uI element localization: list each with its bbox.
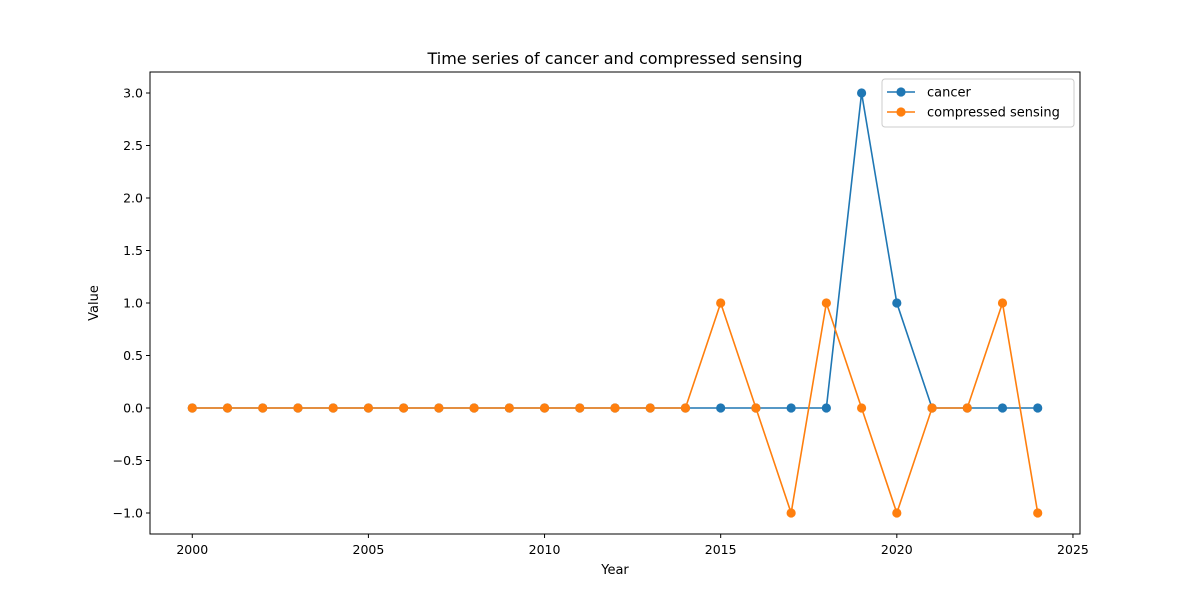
- y-tick-label: 3.0: [123, 86, 143, 101]
- y-tick-label: 1.5: [123, 243, 143, 258]
- data-point-compressed-sensing: [645, 403, 655, 413]
- x-tick-label: 2010: [529, 542, 561, 557]
- data-point-compressed-sensing: [856, 403, 867, 413]
- data-point-compressed-sensing: [962, 403, 972, 413]
- data-point-compressed-sensing: [434, 403, 444, 413]
- legend-marker-compressed-sensing: [896, 107, 906, 117]
- series-compressed-sensing: [187, 298, 1043, 518]
- y-tick-label: 0.5: [123, 348, 143, 363]
- y-tick-label: 2.0: [123, 191, 143, 206]
- chart-title: Time series of cancer and compressed sen…: [426, 49, 802, 68]
- x-tick-label: 2025: [1057, 542, 1089, 557]
- data-point-compressed-sensing: [997, 298, 1008, 308]
- data-point-cancer: [786, 403, 796, 413]
- x-axis-label: Year: [600, 563, 629, 578]
- x-axis: 2000 2005 2010 2015 2020 2025: [176, 534, 1089, 557]
- legend-label-compressed-sensing: compressed sensing: [927, 106, 1060, 121]
- data-point-compressed-sensing: [1033, 508, 1043, 518]
- data-point-compressed-sensing: [610, 403, 620, 413]
- data-point-cancer: [856, 88, 867, 98]
- x-tick-label: 2005: [353, 542, 385, 557]
- data-point-cancer: [716, 403, 726, 413]
- data-point-cancer: [1033, 403, 1043, 413]
- x-tick-label: 2020: [881, 542, 913, 557]
- data-point-compressed-sensing: [469, 403, 479, 413]
- y-tick-label: −0.5: [113, 453, 143, 468]
- data-point-compressed-sensing: [187, 403, 197, 413]
- data-point-cancer: [892, 298, 902, 308]
- data-point-compressed-sensing: [258, 403, 268, 413]
- data-point-compressed-sensing: [328, 403, 338, 413]
- data-point-compressed-sensing: [222, 403, 233, 413]
- data-point-compressed-sensing: [539, 403, 550, 413]
- data-point-compressed-sensing: [821, 298, 831, 308]
- legend: cancer compressed sensing: [881, 78, 1075, 128]
- data-point-compressed-sensing: [293, 403, 303, 413]
- x-tick-label: 2015: [705, 542, 737, 557]
- series-layer: [187, 88, 1043, 518]
- data-point-compressed-sensing: [786, 508, 796, 518]
- y-tick-label: −1.0: [113, 506, 143, 521]
- data-point-compressed-sensing: [927, 403, 937, 413]
- data-point-compressed-sensing: [504, 403, 514, 413]
- data-point-compressed-sensing: [716, 298, 726, 308]
- y-axis-label: Value: [87, 285, 102, 321]
- data-point-cancer: [997, 403, 1008, 413]
- y-tick-label: 0.0: [123, 401, 143, 416]
- y-tick-label: 2.5: [123, 138, 143, 153]
- data-point-compressed-sensing: [399, 403, 409, 413]
- legend-frame: [881, 78, 1075, 128]
- legend-label-cancer: cancer: [927, 86, 971, 101]
- data-point-compressed-sensing: [751, 403, 761, 413]
- x-tick-label: 2000: [176, 542, 208, 557]
- y-axis: −1.0 −0.5 0.0 0.5 1.0 1.5 2.0 2.5 3.0: [113, 86, 150, 521]
- legend-marker-cancer: [896, 87, 906, 97]
- data-point-compressed-sensing: [575, 403, 585, 413]
- y-tick-label: 1.0: [123, 296, 143, 311]
- data-point-compressed-sensing: [892, 508, 902, 518]
- data-point-compressed-sensing: [363, 403, 374, 413]
- data-point-cancer: [821, 403, 831, 413]
- data-point-compressed-sensing: [680, 403, 691, 413]
